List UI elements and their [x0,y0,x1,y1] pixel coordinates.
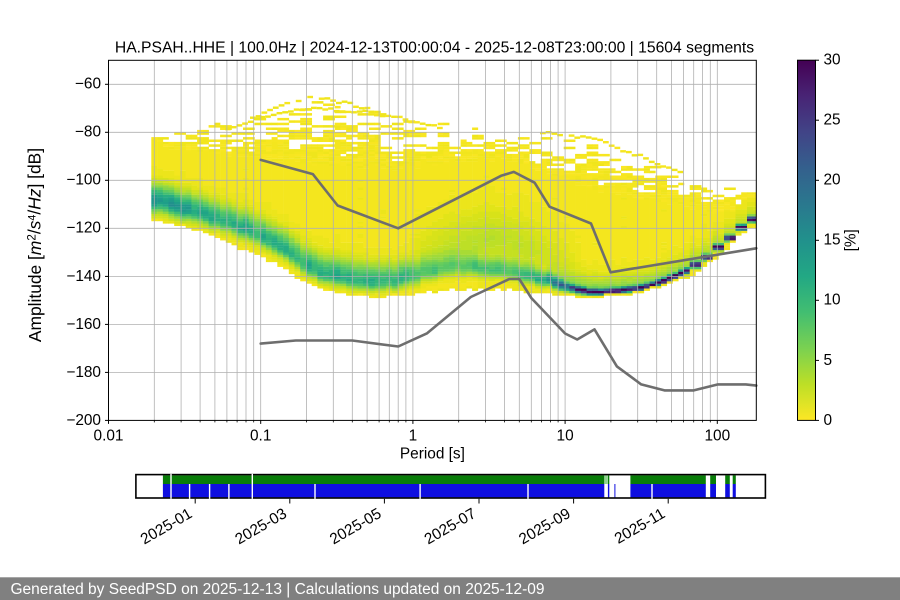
svg-text:Period [s]: Period [s] [400,445,465,462]
svg-text:−140: −140 [66,268,101,285]
svg-text:20: 20 [824,172,841,189]
svg-text:5: 5 [824,352,833,369]
svg-text:−160: −160 [66,316,101,333]
svg-text:−120: −120 [66,220,101,237]
svg-text:100: 100 [704,428,730,445]
svg-text:0.1: 0.1 [250,428,271,445]
svg-text:−200: −200 [66,412,101,429]
svg-text:15: 15 [824,232,841,249]
svg-text:Amplitude [m2/s4/Hz] [dB]: Amplitude [m2/s4/Hz] [dB] [25,148,46,342]
svg-text:−180: −180 [66,364,101,381]
svg-text:0: 0 [824,412,833,429]
svg-text:1: 1 [409,428,418,445]
svg-text:−100: −100 [66,172,101,189]
svg-text:[%]: [%] [843,229,860,251]
svg-text:HA.PSAH..HHE | 100.0Hz | 2024-: HA.PSAH..HHE | 100.0Hz | 2024-12-13T00:0… [115,39,754,56]
svg-text:25: 25 [824,112,841,129]
svg-text:−80: −80 [75,124,101,141]
svg-text:−60: −60 [75,76,101,93]
svg-text:10: 10 [824,292,841,309]
svg-text:10: 10 [557,428,574,445]
svg-text:30: 30 [824,52,841,69]
svg-text:Generated by SeedPSD on 2025-1: Generated by SeedPSD on 2025-12-13 | Cal… [11,581,545,598]
svg-text:0.01: 0.01 [94,428,124,445]
